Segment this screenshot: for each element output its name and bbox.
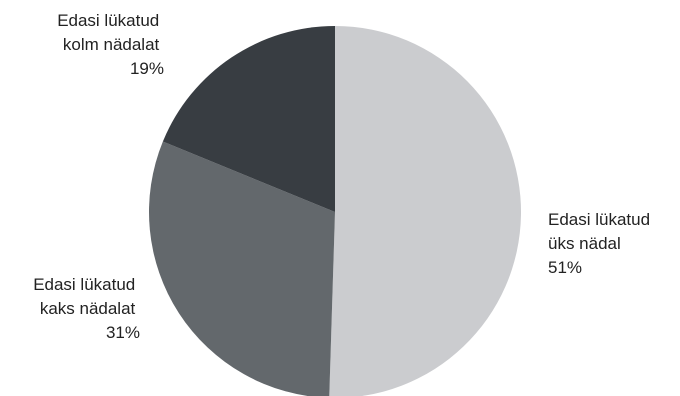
slice-label-kaks-nadalat-line1: Edasi lükatud xyxy=(33,275,135,294)
pie-slices xyxy=(149,26,521,396)
pie-slice-kaks-nadalat xyxy=(149,141,335,396)
slice-label-kaks-nadalat-value: 31% xyxy=(106,323,140,342)
slice-label-uks-nadal-line1: Edasi lükatud xyxy=(548,210,650,229)
pie-slice-uks-nadal xyxy=(329,26,521,396)
slice-label-kolm-nadalat: Edasi lükatud kolm nädalat 19% xyxy=(57,11,164,78)
slice-label-uks-nadal: Edasi lükatud üks nädal 51% xyxy=(548,210,655,277)
slice-label-kolm-nadalat-line1: Edasi lükatud xyxy=(57,11,159,30)
slice-label-kolm-nadalat-line2: kolm nädalat xyxy=(63,35,160,54)
slice-label-kolm-nadalat-value: 19% xyxy=(130,59,164,78)
pie-slice-kolm-nadalat xyxy=(162,26,335,212)
slice-label-kaks-nadalat: Edasi lükatud kaks nädalat 31% xyxy=(33,275,140,342)
slice-label-uks-nadal-line2: üks nädal xyxy=(548,234,621,253)
slice-label-kaks-nadalat-line2: kaks nädalat xyxy=(40,299,136,318)
slice-label-uks-nadal-value: 51% xyxy=(548,258,582,277)
